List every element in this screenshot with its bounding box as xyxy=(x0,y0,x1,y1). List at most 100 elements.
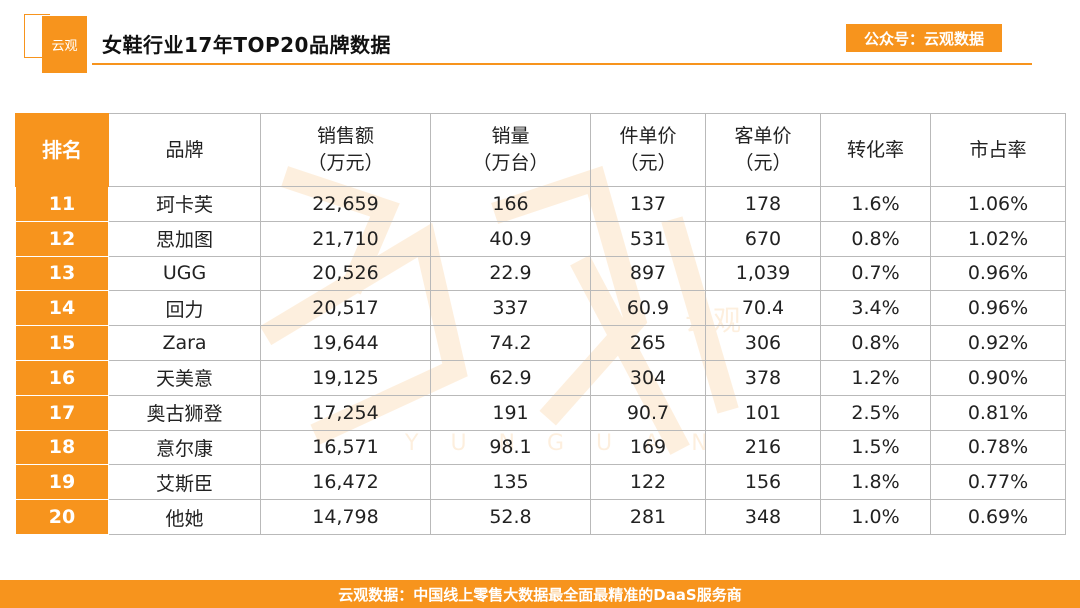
cell-volume: 135 xyxy=(430,464,591,501)
cell-rank: 20 xyxy=(15,499,109,535)
cell-share: 0.81% xyxy=(930,394,1066,431)
cell-brand: UGG xyxy=(108,255,261,292)
cell-volume: 62.9 xyxy=(430,359,591,396)
column-header-label: 品牌 xyxy=(165,138,204,161)
cell-customer-price: 101 xyxy=(705,394,821,431)
table-row: 11 珂卡芙 22,659 166 137 178 1.6% 1.06% xyxy=(15,186,1066,222)
column-header-unit: （万元） xyxy=(307,152,384,174)
cell-volume: 98.1 xyxy=(430,429,591,466)
cell-sales: 19,644 xyxy=(260,325,431,361)
table-row: 19 艾斯臣 16,472 135 122 156 1.8% 0.77% xyxy=(15,464,1066,501)
cell-volume: 52.8 xyxy=(430,499,591,535)
cell-conversion: 3.4% xyxy=(820,290,931,327)
cell-share: 1.02% xyxy=(930,220,1066,257)
cell-rank: 11 xyxy=(15,186,109,222)
cell-unit-price: 531 xyxy=(590,220,706,257)
column-header-customer-price: 客单价 （元） xyxy=(705,113,821,187)
cell-volume: 337 xyxy=(430,290,591,327)
cell-sales: 19,125 xyxy=(260,359,431,396)
cell-volume: 40.9 xyxy=(430,220,591,257)
cell-unit-price: 90.7 xyxy=(590,394,706,431)
cell-share: 0.90% xyxy=(930,359,1066,396)
cell-brand: 他她 xyxy=(108,499,261,535)
cell-unit-price: 169 xyxy=(590,429,706,466)
cell-share: 0.69% xyxy=(930,499,1066,535)
cell-sales: 16,571 xyxy=(260,429,431,466)
cell-sales: 17,254 xyxy=(260,394,431,431)
column-header-sales: 销售额 （万元） xyxy=(260,113,431,187)
logo-outline xyxy=(24,14,50,58)
cell-rank: 15 xyxy=(15,325,109,361)
cell-conversion: 2.5% xyxy=(820,394,931,431)
column-header-unit: （元） xyxy=(619,152,677,174)
cell-rank: 16 xyxy=(15,359,109,396)
cell-rank: 17 xyxy=(15,394,109,431)
cell-rank: 14 xyxy=(15,290,109,327)
wechat-account-badge: 公众号：云观数据 xyxy=(846,24,1002,52)
cell-customer-price: 156 xyxy=(705,464,821,501)
column-header-brand: 品牌 xyxy=(108,113,261,187)
cell-brand: 思加图 xyxy=(108,220,261,257)
logo: 云观 xyxy=(42,16,87,73)
cell-rank: 13 xyxy=(15,255,109,292)
cell-unit-price: 281 xyxy=(590,499,706,535)
cell-unit-price: 304 xyxy=(590,359,706,396)
cell-sales: 22,659 xyxy=(260,186,431,222)
cell-share: 0.77% xyxy=(930,464,1066,501)
column-header-share: 市占率 xyxy=(930,113,1066,187)
page-title: 女鞋行业17年TOP20品牌数据 xyxy=(102,33,391,57)
cell-share: 0.96% xyxy=(930,255,1066,292)
cell-rank: 12 xyxy=(15,220,109,257)
cell-volume: 74.2 xyxy=(430,325,591,361)
cell-sales: 21,710 xyxy=(260,220,431,257)
table-row: 20 他她 14,798 52.8 281 348 1.0% 0.69% xyxy=(15,499,1066,535)
cell-brand: Zara xyxy=(108,325,261,361)
cell-volume: 22.9 xyxy=(430,255,591,292)
column-header-label: 排名 xyxy=(42,137,82,162)
brand-data-table: 排名 品牌 销售额 （万元） 销量 （万台） 件单价 （元） 客单价 （元） 转化率 市占率 11 珂卡… xyxy=(15,113,1066,535)
cell-unit-price: 60.9 xyxy=(590,290,706,327)
cell-unit-price: 265 xyxy=(590,325,706,361)
cell-customer-price: 348 xyxy=(705,499,821,535)
column-header-unit: （万台） xyxy=(472,152,549,174)
column-header-label: 销量 xyxy=(491,125,530,147)
cell-conversion: 1.6% xyxy=(820,186,931,222)
cell-sales: 20,517 xyxy=(260,290,431,327)
cell-sales: 14,798 xyxy=(260,499,431,535)
column-header-unit: （元） xyxy=(734,152,792,174)
cell-customer-price: 670 xyxy=(705,220,821,257)
cell-customer-price: 70.4 xyxy=(705,290,821,327)
column-header-label: 市占率 xyxy=(969,138,1027,161)
table-row: 13 UGG 20,526 22.9 897 1,039 0.7% 0.96% xyxy=(15,255,1066,292)
title-divider xyxy=(92,63,1032,65)
cell-share: 1.06% xyxy=(930,186,1066,222)
cell-customer-price: 178 xyxy=(705,186,821,222)
cell-rank: 18 xyxy=(15,429,109,466)
cell-conversion: 1.0% xyxy=(820,499,931,535)
cell-conversion: 1.8% xyxy=(820,464,931,501)
table-body: 11 珂卡芙 22,659 166 137 178 1.6% 1.06% 12 思加图 21,710… xyxy=(15,186,1066,535)
cell-volume: 166 xyxy=(430,186,591,222)
cell-brand: 意尔康 xyxy=(108,429,261,466)
cell-volume: 191 xyxy=(430,394,591,431)
column-header-rank: 排名 xyxy=(15,113,109,187)
cell-conversion: 1.2% xyxy=(820,359,931,396)
column-header-label: 件单价 xyxy=(619,125,677,147)
cell-sales: 20,526 xyxy=(260,255,431,292)
cell-brand: 珂卡芙 xyxy=(108,186,261,222)
cell-unit-price: 897 xyxy=(590,255,706,292)
table-header-row: 排名 品牌 销售额 （万元） 销量 （万台） 件单价 （元） 客单价 （元） 转化率 市占率 xyxy=(15,113,1066,187)
cell-brand: 回力 xyxy=(108,290,261,327)
cell-customer-price: 306 xyxy=(705,325,821,361)
table-row: 18 意尔康 16,571 98.1 169 216 1.5% 0.78% xyxy=(15,429,1066,466)
table-row: 17 奥古狮登 17,254 191 90.7 101 2.5% 0.81% xyxy=(15,394,1066,431)
cell-brand: 艾斯臣 xyxy=(108,464,261,501)
column-header-conversion: 转化率 xyxy=(820,113,931,187)
cell-share: 0.96% xyxy=(930,290,1066,327)
logo-text: 云观 xyxy=(51,39,78,54)
cell-conversion: 1.5% xyxy=(820,429,931,466)
cell-share: 0.92% xyxy=(930,325,1066,361)
brand-table-container: 排名 品牌 销售额 （万元） 销量 （万台） 件单价 （元） 客单价 （元） 转化率 市占率 11 珂卡… xyxy=(15,113,1066,535)
cell-conversion: 0.8% xyxy=(820,325,931,361)
cell-share: 0.78% xyxy=(930,429,1066,466)
